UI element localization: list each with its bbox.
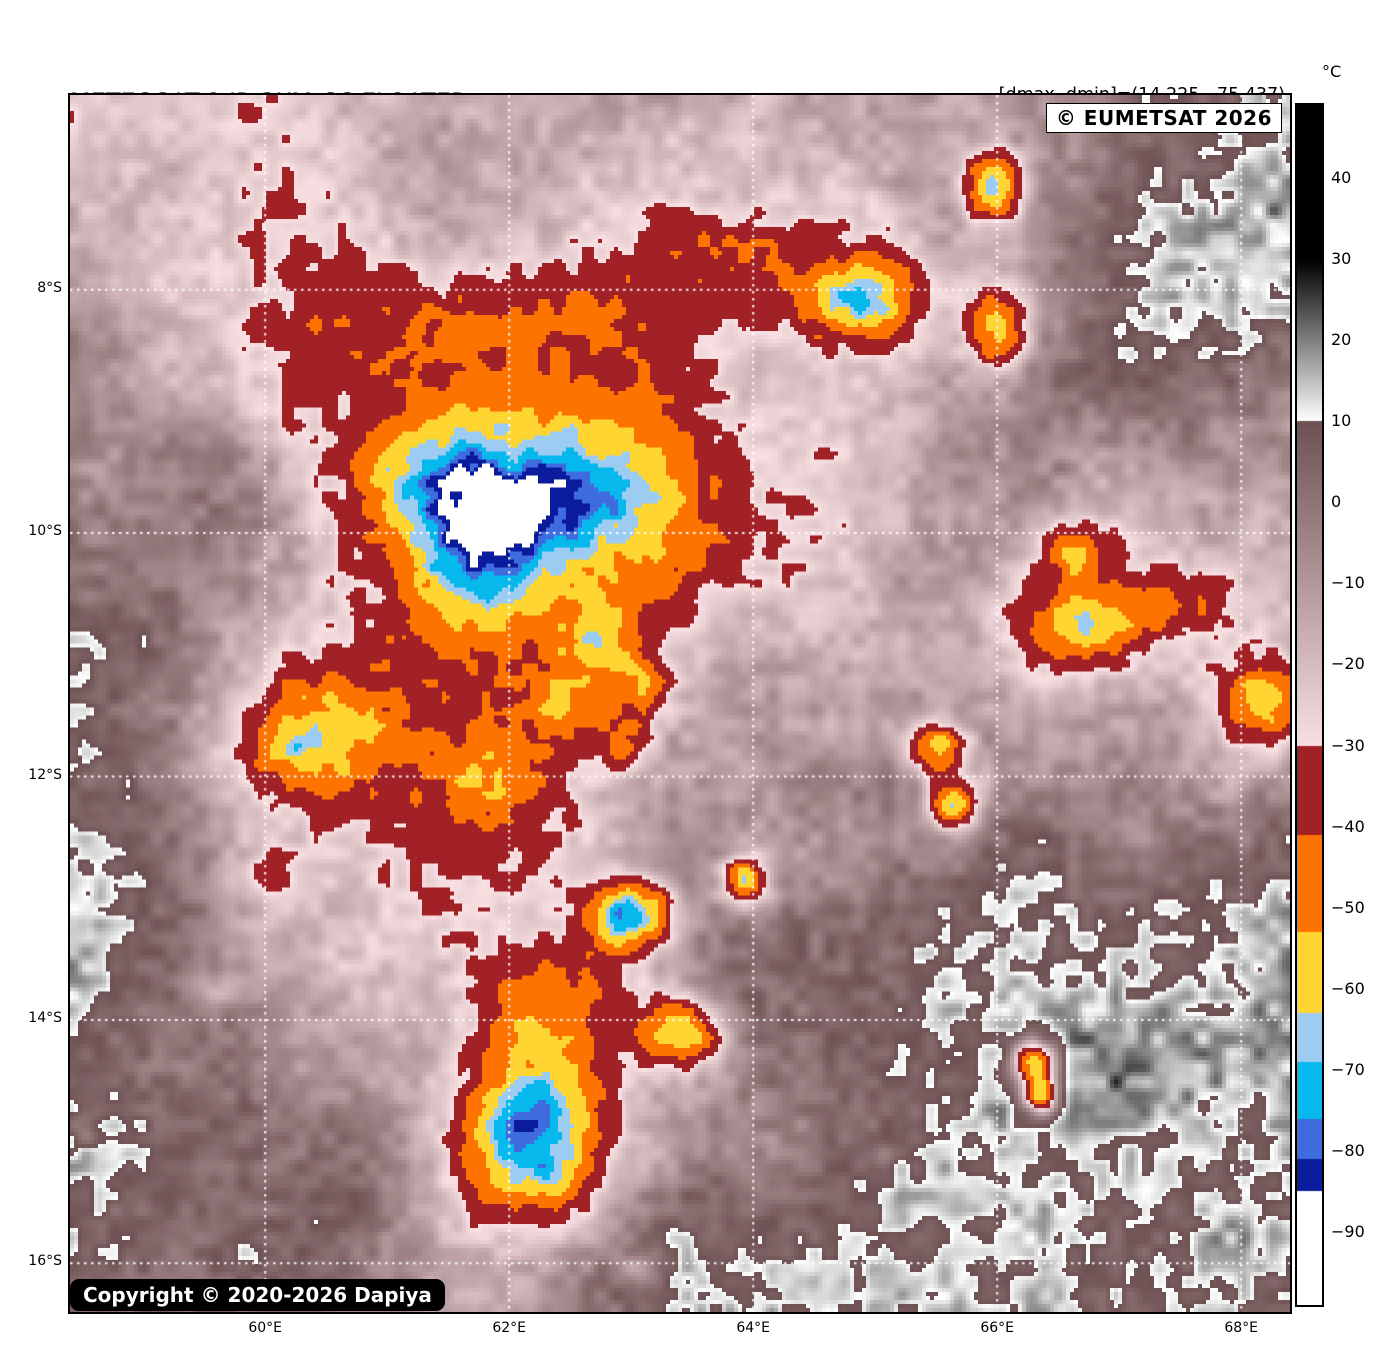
lat-tick-label: 16°S bbox=[28, 1253, 62, 1270]
colorbar-tick-label: −90 bbox=[1331, 1222, 1365, 1242]
copyright-badge: Copyright © 2020-2026 Dapiya bbox=[70, 1279, 445, 1311]
lon-tick-label: 66°E bbox=[980, 1320, 1015, 1336]
colorbar-tick-label: −80 bbox=[1331, 1140, 1365, 1160]
colorbar-tick-label: 30 bbox=[1331, 249, 1352, 269]
colorbar-tick-label: −30 bbox=[1331, 735, 1365, 755]
lat-tick-label: 10°S bbox=[28, 523, 62, 540]
colorbar-tick-label: −50 bbox=[1331, 897, 1365, 917]
colorbar-tick-label: 20 bbox=[1331, 330, 1352, 350]
colorbar-tick-label: −20 bbox=[1331, 654, 1365, 674]
colorbar-tick-label: −60 bbox=[1331, 978, 1365, 998]
colorbar-tick-label: −10 bbox=[1331, 573, 1365, 593]
satellite-map-frame: © EUMETSAT 2026 Copyright © 2020-2026 Da… bbox=[68, 93, 1292, 1314]
colorbar-tick-label: 10 bbox=[1331, 411, 1352, 431]
lon-tick-label: 60°E bbox=[248, 1320, 283, 1336]
latlon-gridlines bbox=[70, 95, 1290, 1312]
eumetsat-badge: © EUMETSAT 2026 bbox=[1045, 103, 1282, 133]
colorbar-unit-label: °C bbox=[1322, 62, 1342, 81]
colorbar-tick-label: 40 bbox=[1331, 167, 1352, 187]
colorbar-tick-label: 0 bbox=[1331, 492, 1342, 512]
lat-tick-label: 8°S bbox=[37, 279, 62, 296]
lat-tick-label: 14°S bbox=[28, 1009, 62, 1026]
lon-tick-label: 62°E bbox=[492, 1320, 527, 1336]
colorbar-tick-label: −40 bbox=[1331, 816, 1365, 836]
colorbar-tick-label: −70 bbox=[1331, 1059, 1365, 1079]
lon-tick-label: 64°E bbox=[736, 1320, 771, 1336]
lat-tick-label: 12°S bbox=[28, 766, 62, 783]
colorbar bbox=[1295, 103, 1324, 1307]
lon-tick-label: 68°E bbox=[1224, 1320, 1259, 1336]
